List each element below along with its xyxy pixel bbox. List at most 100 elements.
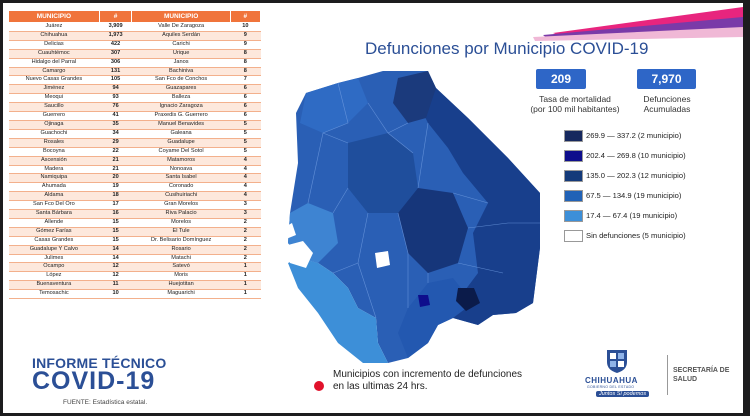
increase-note: Municipios con incremento de defunciones… — [333, 369, 522, 392]
region-southwest — [288, 258, 388, 363]
municipio-count: 41 — [99, 111, 132, 121]
municipio-count: 3 — [230, 209, 261, 219]
table-row: Casas Grandes 15 Dr. Belisario Domínguez 2 — [8, 236, 261, 246]
red-dot-icon — [314, 381, 324, 391]
table-row: Delicias 422 Carichi 9 — [8, 40, 261, 50]
municipio-sin-defunciones-1 — [288, 241, 313, 268]
municipio-count: 20 — [99, 173, 132, 184]
municipio-name: Huejotitan — [131, 280, 231, 291]
municipio-count: 105 — [99, 75, 132, 86]
municipio-count: 8 — [230, 67, 261, 77]
municipio-name: Delicias — [8, 40, 100, 50]
municipio-count: 18 — [99, 191, 132, 202]
table-row: Jiménez 94 Guazapares 6 — [8, 84, 261, 95]
chihuahua-choropleth-map — [283, 71, 540, 363]
mortality-rate-label-line1: Tasa de mortalidad — [539, 94, 611, 104]
municipio-count: 8 — [230, 58, 261, 68]
municipio-name: Riva Palacio — [131, 209, 231, 219]
municipio-name: Guachochi — [8, 129, 100, 139]
municipio-name: Casas Grandes — [8, 236, 100, 246]
table-row: Meoqui 93 Balleza 6 — [8, 93, 261, 104]
legend-label: 67.5 — 134.9 (19 municipio) — [586, 191, 682, 200]
region-northeast — [393, 71, 436, 123]
table-row: Rosales 29 Guadalupe 5 — [8, 138, 261, 148]
legend-swatch — [564, 230, 583, 242]
municipio-name: Gómez Farías — [8, 227, 100, 237]
municipio-count: 94 — [99, 84, 132, 95]
municipio-name: Maguarichi — [131, 289, 231, 300]
table-row: Camargo 131 Bachiniva 8 — [8, 67, 261, 77]
region-northwest — [300, 78, 368, 133]
state-slogan: Juntos Sí podemos — [596, 391, 650, 397]
chihuahua-coat-of-arms-icon — [607, 350, 627, 373]
map-title: Defunciones por Municipio COVID-19 — [365, 39, 649, 58]
municipio-count: 14 — [99, 254, 132, 264]
header-count-2: # — [229, 10, 262, 23]
municipio-count: 21 — [99, 165, 132, 175]
legend-swatch — [564, 130, 583, 142]
municipio-count: 422 — [99, 40, 132, 50]
municipio-count: 35 — [99, 120, 132, 130]
municipio-name: Coronado — [131, 182, 231, 193]
municipio-count: 1 — [230, 271, 261, 282]
municipio-count: 9 — [230, 40, 261, 50]
municipio-count: 76 — [99, 102, 132, 113]
municipio-count: 14 — [99, 245, 132, 255]
municipio-count: 11 — [99, 280, 132, 291]
municipio-name: Satevó — [131, 262, 231, 273]
municipio-name: Valle De Zaragoza — [131, 22, 231, 32]
header-municipio-1: MUNICIPIO — [8, 10, 100, 23]
state-government: GOBIERNO DEL ESTADO — [587, 385, 635, 389]
municipio-count: 6 — [230, 93, 261, 104]
region-central — [348, 133, 418, 213]
table-row: Ascensión 21 Matamoros 4 — [8, 156, 261, 166]
table-row: Madera 21 Nonoava 4 — [8, 165, 261, 175]
municipio-name: San Fco de Conchos — [131, 75, 231, 86]
municipio-count: 1,973 — [99, 31, 132, 41]
municipio-name: Hidalgo del Parral — [8, 58, 100, 68]
municipio-count: 93 — [99, 93, 132, 104]
municipio-name: Ojinaga — [8, 120, 100, 130]
municipio-count: 29 — [99, 138, 132, 148]
municipio-count: 7 — [230, 75, 261, 86]
municipio-count: 5 — [230, 147, 261, 157]
municipio-count: 15 — [99, 236, 132, 246]
municipio-count: 3 — [230, 200, 261, 211]
municipio-name: López — [8, 271, 100, 282]
table-row: Hidalgo del Parral 306 Janos 8 — [8, 58, 261, 68]
municipio-name: Matamoros — [131, 156, 231, 166]
municipio-name: Rosario — [131, 245, 231, 255]
municipio-count: 2 — [230, 236, 261, 246]
header-municipio-2: MUNICIPIO — [131, 10, 231, 23]
source-note: FUENTE: Estadística estatal. — [63, 399, 148, 406]
accumulated-deaths-label-line2: Acumuladas — [643, 104, 691, 114]
deaths-by-municipality-table: MUNICIPIO # MUNICIPIO # Juárez 3,909 Valle… — [8, 10, 262, 300]
table-body: Juárez 3,909 Valle De Zaragoza 10 Chihuahua 1… — [8, 22, 261, 300]
legend-swatch — [564, 150, 583, 162]
municipio-count: 15 — [99, 218, 132, 228]
region-southeast — [398, 278, 473, 358]
municipio-count: 10 — [230, 22, 261, 32]
municipio-max-2 — [418, 295, 430, 307]
municipio-count: 6 — [230, 84, 261, 95]
municipio-count: 17 — [99, 200, 132, 211]
municipio-count: 6 — [230, 102, 261, 113]
municipio-name: Juárez — [8, 22, 100, 32]
mortality-rate-label: Tasa de mortalidad (por 100 mil habitant… — [519, 94, 631, 114]
state-name: CHIHUAHUA — [585, 376, 638, 385]
municipio-count: 2 — [230, 245, 261, 255]
municipio-count: 12 — [99, 271, 132, 282]
table-row: Ojinaga 35 Manuel Benavides 5 — [8, 120, 261, 130]
municipio-count: 4 — [230, 165, 261, 175]
municipio-name: Gran Morelos — [131, 200, 231, 211]
municipio-name: Praxedis G. Guerrero — [131, 111, 231, 121]
table-row: Bocoyna 22 Coyame Del Sotol 5 — [8, 147, 261, 157]
municipio-name: Moris — [131, 271, 231, 282]
mortality-rate-value: 209 — [536, 69, 586, 89]
municipio-count: 5 — [230, 129, 261, 139]
legend-swatch — [564, 170, 583, 182]
report-title: INFORME TÉCNICO — [32, 355, 167, 371]
municipio-name: Aquiles Serdán — [131, 31, 231, 41]
municipio-name: Ocampo — [8, 262, 100, 273]
municipio-count: 306 — [99, 58, 132, 68]
